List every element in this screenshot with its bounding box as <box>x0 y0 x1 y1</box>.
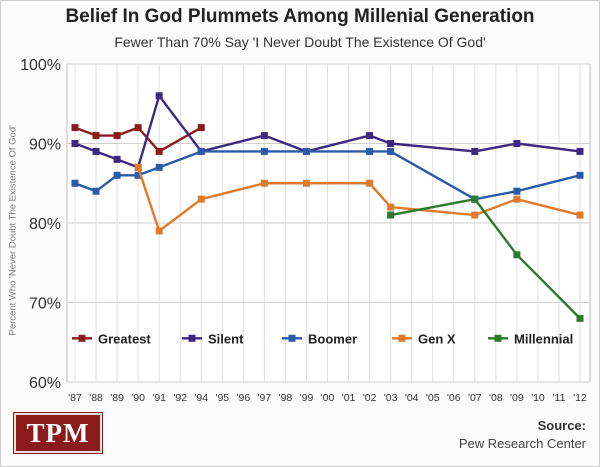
data-point-gen-x <box>302 179 310 187</box>
data-point-gen-x <box>576 211 584 219</box>
data-point-boomer <box>197 147 205 155</box>
x-tick-label: '02 <box>363 392 377 404</box>
legend-label-millennial: Millennial <box>514 331 573 346</box>
y-tick-label: 70% <box>29 296 61 313</box>
series-line-greatest <box>74 126 202 153</box>
data-point-boomer <box>260 147 268 155</box>
x-tick-label: '98 <box>279 392 293 404</box>
x-tick-label: '10 <box>531 392 545 404</box>
x-tick-label: '95 <box>215 392 229 404</box>
data-point-silent <box>576 147 584 155</box>
data-point-greatest <box>155 147 163 155</box>
x-tick-label: '09 <box>510 392 524 404</box>
x-tick-label: '12 <box>573 392 587 404</box>
data-point-boomer <box>302 147 310 155</box>
data-point-silent <box>366 132 374 140</box>
data-point-greatest <box>113 132 121 140</box>
data-point-gen-x <box>134 163 142 171</box>
data-point-millennial <box>471 195 479 203</box>
legend-marker-gen-x <box>398 334 406 342</box>
source-name: Pew Research Center <box>458 436 586 451</box>
legend-marker-millennial <box>494 334 502 342</box>
x-tick-label: '05 <box>426 392 440 404</box>
data-point-boomer <box>576 171 584 179</box>
source-label: Source: <box>537 418 586 433</box>
legend-label-silent: Silent <box>208 331 244 346</box>
data-point-gen-x <box>387 203 395 211</box>
data-point-silent <box>260 132 268 140</box>
y-tick-label: 100% <box>20 57 61 74</box>
data-point-greatest <box>197 124 205 132</box>
data-point-boomer <box>366 147 374 155</box>
x-tick-label: '97 <box>258 392 272 404</box>
legend-label-greatest: Greatest <box>98 331 151 346</box>
tpm-logo: TPM <box>14 413 102 453</box>
x-tick-label: '87 <box>68 392 82 404</box>
x-tick-label: '04 <box>405 392 419 404</box>
y-tick-label: 90% <box>29 137 61 154</box>
data-point-millennial <box>513 251 521 259</box>
data-point-millennial <box>387 211 395 219</box>
x-tick-label: '00 <box>321 392 335 404</box>
data-point-boomer <box>387 147 395 155</box>
x-tick-label: '92 <box>173 392 187 404</box>
x-tick-label: '07 <box>468 392 482 404</box>
data-point-silent <box>387 140 395 147</box>
data-point-boomer <box>155 163 163 171</box>
data-point-silent <box>513 140 521 147</box>
x-tick-label: '91 <box>152 392 166 404</box>
data-point-silent <box>155 92 163 100</box>
data-point-silent <box>71 140 79 147</box>
x-tick-label: '11 <box>553 392 566 404</box>
data-point-silent <box>471 147 479 155</box>
y-tick-label: 80% <box>29 216 61 233</box>
legend-marker-greatest <box>78 334 86 342</box>
chart-subtitle: Fewer Than 70% Say 'I Never Doubt The Ex… <box>114 34 486 50</box>
data-point-gen-x <box>471 211 479 219</box>
data-point-gen-x <box>513 195 521 203</box>
series-line-millennial <box>390 197 581 320</box>
data-point-boomer <box>92 187 100 195</box>
x-tick-label: '06 <box>447 392 461 404</box>
series-line-gen-x <box>136 166 581 233</box>
x-tick-label: '08 <box>489 392 503 404</box>
data-point-silent <box>92 147 100 155</box>
x-tick-label: '96 <box>236 392 250 404</box>
data-point-silent <box>113 155 121 163</box>
data-point-greatest <box>71 124 79 132</box>
data-point-gen-x <box>260 179 268 187</box>
x-tick-label: '89 <box>110 392 124 404</box>
y-tick-label: 60% <box>29 375 61 392</box>
legend-marker-boomer <box>288 334 296 342</box>
legend-label-boomer: Boomer <box>308 331 357 346</box>
legend-marker-silent <box>188 334 196 342</box>
data-point-greatest <box>134 124 142 132</box>
legend-label-gen-x: Gen X <box>418 331 456 346</box>
data-point-boomer <box>71 179 79 187</box>
chart-title: Belief In God Plummets Among Millenial G… <box>65 6 535 27</box>
x-tick-label: '90 <box>131 392 145 404</box>
x-tick-label: '99 <box>300 392 314 404</box>
data-point-gen-x <box>155 227 163 235</box>
data-point-gen-x <box>197 195 205 203</box>
data-point-greatest <box>92 132 100 140</box>
data-point-boomer <box>513 187 521 195</box>
x-tick-label: '88 <box>89 392 103 404</box>
data-point-millennial <box>576 314 584 322</box>
x-tick-label: '01 <box>342 392 356 404</box>
data-point-gen-x <box>366 179 374 187</box>
x-tick-label: '94 <box>194 392 208 404</box>
data-point-boomer <box>113 171 121 179</box>
data-point-boomer <box>134 171 142 179</box>
x-tick-label: '03 <box>384 392 398 404</box>
